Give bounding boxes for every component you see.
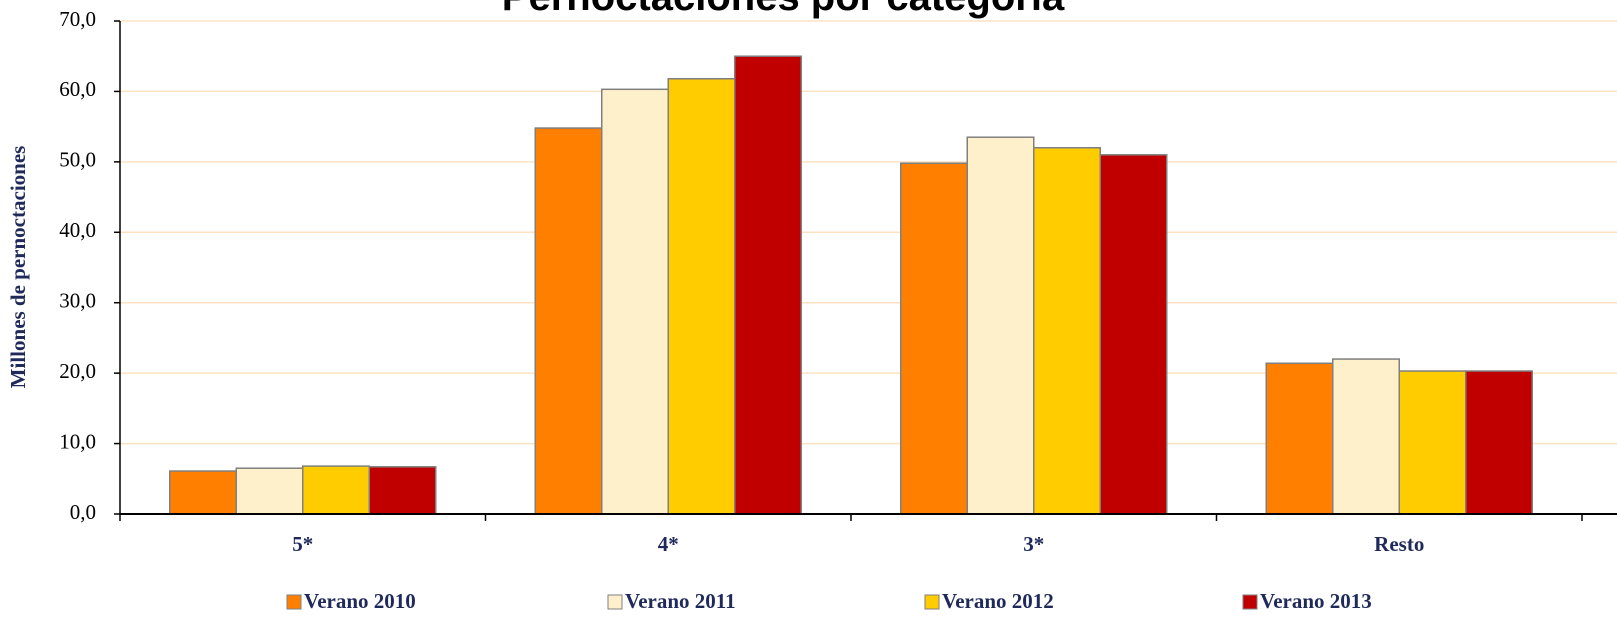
legend-label: Verano 2010 xyxy=(304,589,416,613)
y-tick-label: 70,0 xyxy=(59,7,96,31)
y-tick-label: 60,0 xyxy=(59,77,96,101)
bar xyxy=(235,467,304,515)
bar xyxy=(1033,147,1101,515)
bar xyxy=(1099,154,1168,515)
legend-swatch xyxy=(286,594,302,610)
y-axis-label: Millones de pernoctaciones xyxy=(6,146,30,389)
bar xyxy=(1398,370,1467,515)
legend-swatch xyxy=(924,594,940,610)
bar xyxy=(1465,370,1533,515)
bar xyxy=(601,88,669,515)
bar xyxy=(734,55,802,515)
bar xyxy=(534,127,603,515)
legend-swatch xyxy=(1242,594,1258,610)
bar xyxy=(966,136,1035,515)
y-tick-label: 20,0 xyxy=(59,359,96,383)
x-tick-label: Resto xyxy=(1374,532,1424,556)
y-tick-label: 40,0 xyxy=(59,218,96,242)
y-tick-label: 30,0 xyxy=(59,289,96,313)
y-tick-label: 0,0 xyxy=(70,500,96,524)
bar xyxy=(900,162,968,515)
bar xyxy=(169,470,237,515)
bar xyxy=(1332,358,1400,515)
bar xyxy=(302,465,370,515)
y-tick-label: 50,0 xyxy=(59,148,96,172)
bar xyxy=(667,78,736,515)
x-tick-label: 5* xyxy=(292,532,313,556)
legend-swatch xyxy=(607,594,623,610)
bar xyxy=(1265,362,1334,515)
legend-label: Verano 2013 xyxy=(1260,589,1372,613)
legend-label: Verano 2012 xyxy=(942,589,1054,613)
y-tick-label: 10,0 xyxy=(59,429,96,453)
chart-title: Pernoctaciones por categoría xyxy=(502,0,1065,19)
x-tick-label: 4* xyxy=(658,532,679,556)
x-tick-label: 3* xyxy=(1023,532,1044,556)
bar xyxy=(368,466,437,515)
legend-label: Verano 2011 xyxy=(625,589,736,613)
